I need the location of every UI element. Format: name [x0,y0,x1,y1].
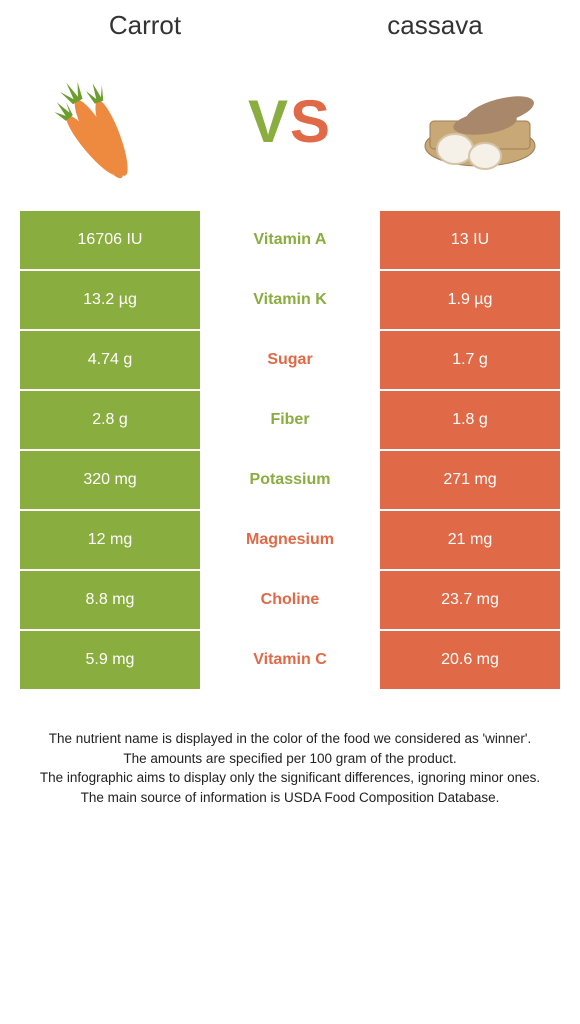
nutrient-name: Choline [200,571,380,629]
left-value: 320 mg [20,451,200,509]
vs-s-letter: S [290,88,332,155]
right-value: 13 IU [380,211,560,269]
right-value: 1.7 g [380,331,560,389]
table-row: 4.74 gSugar1.7 g [20,331,560,389]
left-value: 12 mg [20,511,200,569]
right-value: 21 mg [380,511,560,569]
left-value: 16706 IU [20,211,200,269]
nutrient-table: 16706 IUVitamin A13 IU13.2 µgVitamin K1.… [20,211,560,689]
right-food-title: cassava [290,10,580,41]
vs-v-letter: V [248,88,290,155]
nutrient-name: Vitamin K [200,271,380,329]
carrot-image [20,61,180,181]
left-value: 13.2 µg [20,271,200,329]
table-row: 16706 IUVitamin A13 IU [20,211,560,269]
nutrient-name: Fiber [200,391,380,449]
table-row: 320 mgPotassium271 mg [20,451,560,509]
table-row: 12 mgMagnesium21 mg [20,511,560,569]
footer-line-1: The nutrient name is displayed in the co… [20,729,560,749]
right-value: 1.9 µg [380,271,560,329]
right-value: 1.8 g [380,391,560,449]
nutrient-name: Potassium [200,451,380,509]
right-value: 271 mg [380,451,560,509]
table-row: 8.8 mgCholine23.7 mg [20,571,560,629]
footer-notes: The nutrient name is displayed in the co… [20,729,560,807]
right-value: 23.7 mg [380,571,560,629]
right-value: 20.6 mg [380,631,560,689]
nutrient-name: Sugar [200,331,380,389]
vs-row: VS [0,61,580,211]
table-row: 13.2 µgVitamin K1.9 µg [20,271,560,329]
table-row: 5.9 mgVitamin C20.6 mg [20,631,560,689]
footer-line-3: The infographic aims to display only the… [20,768,560,788]
left-value: 2.8 g [20,391,200,449]
left-value: 5.9 mg [20,631,200,689]
cassava-image [400,61,560,181]
table-row: 2.8 gFiber1.8 g [20,391,560,449]
left-value: 8.8 mg [20,571,200,629]
footer-line-2: The amounts are specified per 100 gram o… [20,749,560,769]
left-food-title: Carrot [0,10,290,41]
nutrient-name: Vitamin A [200,211,380,269]
footer-line-4: The main source of information is USDA F… [20,788,560,808]
left-value: 4.74 g [20,331,200,389]
nutrient-name: Vitamin C [200,631,380,689]
header: Carrot cassava [0,0,580,61]
vs-label: VS [248,87,332,156]
nutrient-name: Magnesium [200,511,380,569]
